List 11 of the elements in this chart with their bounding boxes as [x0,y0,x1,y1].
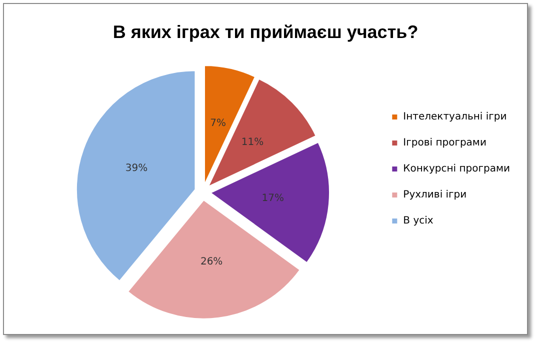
legend-label: Інтелектуальні ігри [403,112,507,122]
legend-label: Конкурсні програми [403,164,510,174]
legend-label: Рухливі ігри [403,190,467,200]
data-label: 11% [241,136,264,148]
data-label: 17% [262,193,284,204]
chart-title: В яких іграх ти приймаєш участь? [112,22,418,42]
data-label: 7% [210,118,226,129]
legend-label: Ігрові програми [403,138,486,148]
legend-label: В усіх [403,216,434,226]
data-label: 26% [200,256,223,268]
data-label: 39% [125,162,148,174]
